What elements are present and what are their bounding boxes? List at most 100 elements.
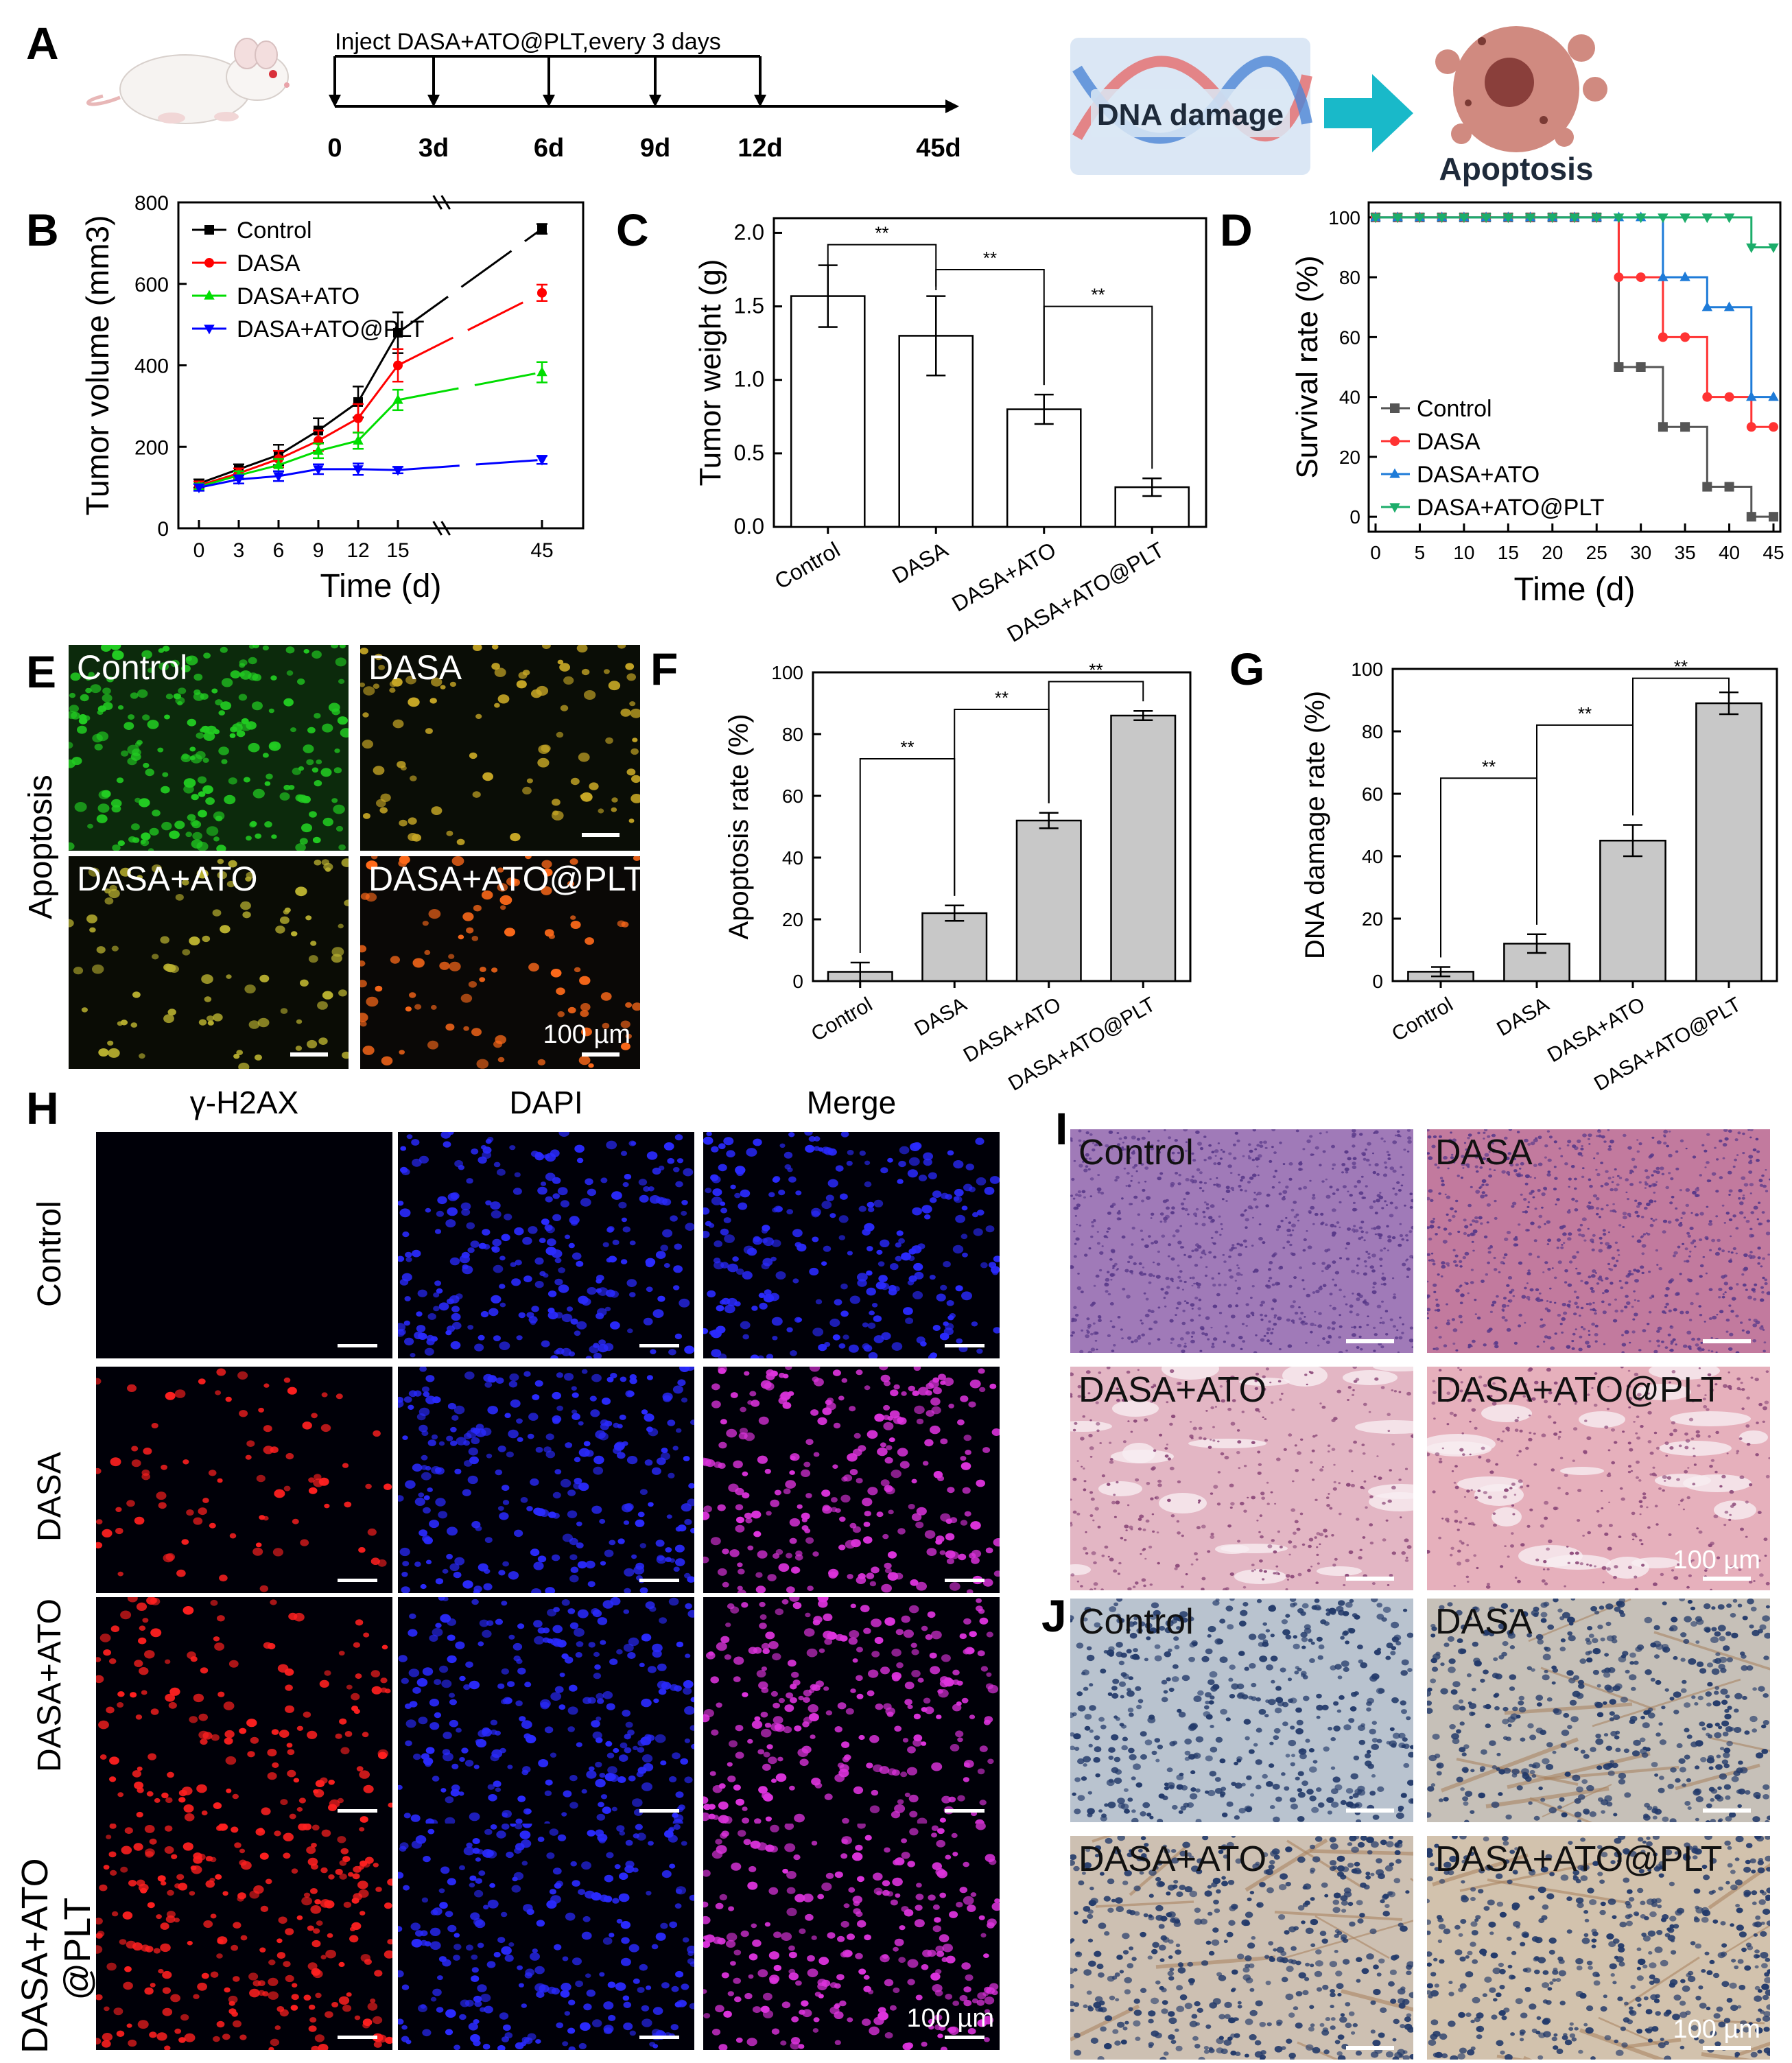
significance-bracket: [1632, 677, 1730, 816]
data-point: [537, 224, 547, 234]
data-point: [1702, 392, 1712, 402]
panel-letter-b: B: [26, 204, 59, 255]
micrograph-texture: [360, 856, 640, 1069]
significance-label: **: [1089, 660, 1103, 681]
significance-bracket: [1043, 305, 1153, 469]
dna-damage-label: DNA damage: [1097, 98, 1284, 132]
data-point: [393, 328, 403, 338]
panel-c: 0.0 0.5 1.0 1.5 2.0 Control DASA DASA+ATO DASA+A…: [679, 192, 1214, 659]
y-tick-label: 80: [1362, 721, 1383, 742]
scale-bar: [338, 2036, 377, 2039]
legend-marker: [204, 258, 214, 268]
data-point: [393, 360, 403, 370]
axis-break: [440, 195, 451, 210]
significance-label: **: [1578, 703, 1592, 724]
panel-a: Inject DASA+ATO@PLT,every 3 days 0 3d 6d 9d…: [0, 0, 1792, 199]
legend-label: DASA+ATO: [1417, 462, 1540, 488]
data-point: [1723, 301, 1735, 311]
plot-frame: [812, 671, 1192, 982]
scale-bar: [338, 1344, 377, 1347]
ihc-image-dasa: DASA: [1427, 1599, 1770, 1822]
panel-a-svg: Inject DASA+ATO@PLT,every 3 days 0 3d 6d 9d…: [86, 26, 1607, 187]
series-line: [198, 468, 399, 489]
legend-marker: [204, 325, 215, 335]
y-tick-label: 0: [792, 971, 803, 992]
y-tick-label: 1.0: [734, 367, 764, 392]
data-point: [1613, 213, 1625, 224]
significance-label: **: [1674, 657, 1688, 677]
x-tick-label: 0: [1370, 542, 1381, 563]
dapi-image-row-1: [398, 1367, 694, 1593]
micrograph-texture: [1427, 1836, 1770, 2060]
data-point: [1658, 213, 1669, 224]
series-line: [1376, 216, 1773, 248]
scale-bar: [1346, 1808, 1394, 1813]
image-label: DASA+ATO: [77, 860, 258, 898]
y-axis-label: Survival rate (%): [1290, 255, 1324, 478]
data-point: [1614, 362, 1624, 372]
he-image-dasa-ato-plt: DASA+ATO@PLT 100 µm: [1427, 1367, 1770, 1590]
bar-dasa: [921, 912, 988, 982]
data-point: [1614, 272, 1624, 283]
data-point: [313, 445, 324, 455]
timeline-tick-label: 6d: [534, 134, 564, 163]
timeline-tick-label: 9d: [640, 134, 670, 163]
scale-bar: [582, 833, 620, 837]
y-axis-label: Tumor weight (g): [694, 259, 727, 486]
scale-bar: [1703, 1339, 1751, 1343]
data-point: [1746, 512, 1756, 522]
scale-bar: [639, 1579, 679, 1582]
scale-bar: [945, 1809, 985, 1813]
merge-image-row-0: [703, 1132, 1000, 1358]
row-title-0: Control: [31, 1201, 69, 1307]
data-point: [537, 287, 547, 298]
y-tick-label: 0.5: [734, 440, 764, 465]
legend-label: DASA+ATO@PLT: [1417, 495, 1605, 521]
apoptotic-cell-icon: [1435, 26, 1607, 152]
scale-bar: [639, 1809, 679, 1813]
y-tick-label: 200: [134, 436, 169, 459]
x-tick-label: 45: [1762, 542, 1784, 563]
dapi-image-row-2: [398, 1597, 694, 1824]
plot-frame: [1367, 201, 1782, 533]
series-line: [397, 458, 543, 471]
data-point: [1769, 422, 1778, 432]
x-tick-label: 25: [1586, 542, 1607, 563]
image-label: DASA: [1435, 1602, 1533, 1642]
panel-h: γ-H2AX DAPI Merge Control DASA DASA+ATO DASA+A…: [0, 1084, 1015, 2063]
panel-letter-j: J: [1041, 1590, 1067, 1641]
data-point: [1701, 213, 1713, 224]
panel-letter-f: F: [650, 644, 679, 694]
image-label: Control: [1078, 1602, 1194, 1642]
significance-label: **: [995, 687, 1009, 708]
x-tick-label: 3: [233, 539, 245, 562]
micrograph-texture: [703, 1367, 1000, 1593]
injection-arrowhead: [543, 95, 555, 107]
data-point: [1679, 271, 1690, 281]
data-point: [273, 459, 284, 469]
y-tick-label: 60: [782, 786, 803, 807]
image-label: DASA: [368, 648, 462, 687]
data-point: [1702, 482, 1712, 492]
significance-bracket: [827, 244, 937, 287]
series-line: [397, 292, 543, 366]
series-line: [397, 371, 543, 401]
apoptosis-image-dasa-ato: DASA+ATO: [69, 856, 349, 1069]
h2ax-image-row-2: [96, 1597, 392, 1824]
column-title-2: Merge: [806, 1085, 897, 1120]
legend-marker: [204, 290, 215, 300]
panel-letter-c: C: [616, 204, 649, 255]
data-point: [1547, 213, 1558, 224]
scale-bar: [639, 2036, 679, 2039]
bar-dasa-ato-plt: [1110, 714, 1177, 982]
panel-letter-i: I: [1055, 1103, 1068, 1154]
panel-d: 0 20 40 60 80 100 0 5 10 15 20 25 30 35 40 45 Time (d) Su…: [1283, 192, 1791, 617]
timeline-title: Inject DASA+ATO@PLT,every 3 days: [335, 29, 721, 55]
y-axis-label: DNA damage rate (%): [1300, 691, 1330, 959]
h2ax-image-row-0: [96, 1132, 392, 1358]
micrograph-texture: [1427, 1367, 1770, 1590]
micrograph-texture: [398, 1367, 694, 1593]
micrograph-texture: [1070, 1129, 1413, 1353]
